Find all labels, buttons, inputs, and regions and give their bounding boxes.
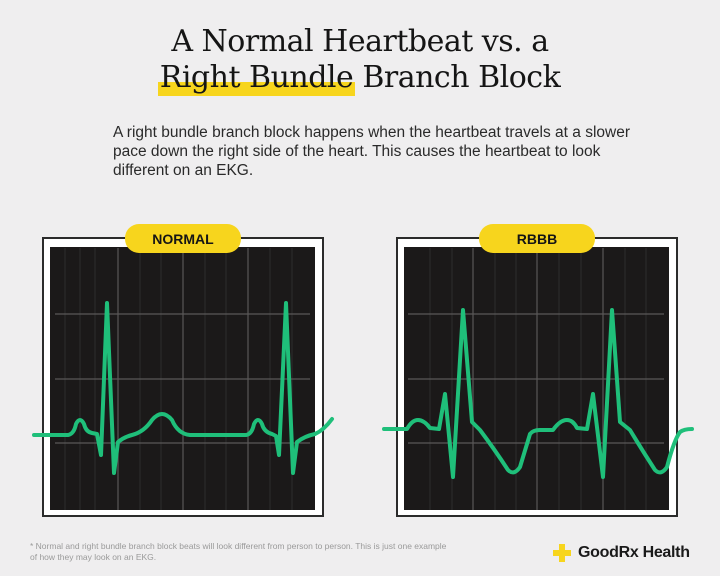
title-line-1: A Normal Heartbeat vs. a xyxy=(171,24,549,59)
rbbb-ekg-trace xyxy=(382,308,694,479)
normal-label: NORMAL xyxy=(152,231,214,247)
description: A right bundle branch block happens when… xyxy=(113,124,630,179)
footnote: * Normal and right bundle branch block b… xyxy=(30,541,447,562)
title-line-2: Right Bundle Branch Block xyxy=(0,60,720,96)
brand-name: GoodRx Health xyxy=(578,544,690,561)
rbbb-monitor: RBBB xyxy=(382,224,694,517)
title-rest: Branch Block xyxy=(353,60,561,95)
rbbb-label: RBBB xyxy=(517,231,557,247)
title-highlight: Right Bundle xyxy=(157,60,355,96)
plus-cross-icon xyxy=(553,544,571,562)
normal-monitor: NORMAL xyxy=(32,224,334,517)
brand-logo: GoodRx Health xyxy=(552,543,690,563)
normal-ekg-trace xyxy=(32,301,334,475)
